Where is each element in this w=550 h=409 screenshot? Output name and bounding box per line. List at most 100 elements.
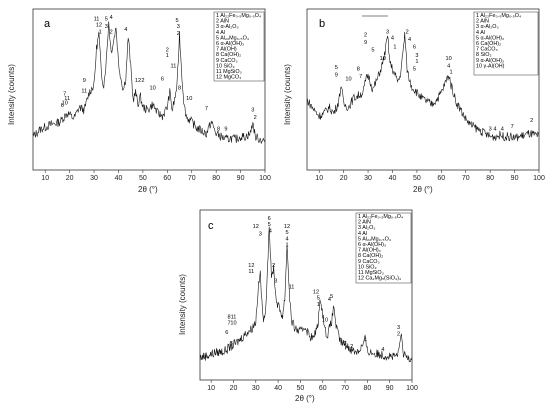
x-tick-label: 90 [511, 175, 519, 182]
legend-box [213, 11, 265, 82]
peak-annotation: 9 [335, 72, 338, 78]
peak-annotation: 12 [135, 78, 141, 84]
panel-label: a [44, 18, 51, 30]
peak-annotation: 6 [225, 330, 228, 336]
peak-annotation: 10 [380, 56, 386, 62]
peak-annotation: 3 [343, 341, 346, 347]
peak-annotation: 3 [274, 278, 277, 284]
legend-entry: 5 Al₂₂Mg₀.₅O₄ [358, 236, 391, 242]
peak-annotation: 9 [364, 40, 367, 46]
peak-annotation: 2 [254, 115, 257, 121]
x-tick-label: 70 [341, 385, 349, 392]
peak-annotation: 12 [284, 224, 290, 230]
x-tick-label: 90 [237, 175, 245, 182]
x-tick-label: 10 [315, 175, 323, 182]
peak-annotation: 1 [99, 30, 102, 36]
peak-annotation: 4 [285, 236, 288, 242]
peak-annotation: 2 [177, 31, 180, 37]
y-axis-label: Intensity (counts) [7, 64, 16, 125]
x-tick-label: 50 [297, 385, 305, 392]
x-tick-label: 10 [41, 175, 49, 182]
peak-annotation: 3 [397, 325, 400, 331]
x-tick-label: 40 [274, 385, 282, 392]
y-axis-label: Intensity (counts) [283, 64, 292, 125]
peak-annotation: 4 [408, 37, 411, 43]
peak-annotation: 9 [83, 78, 86, 84]
peak-annotation: 1 [415, 59, 418, 65]
peak-annotation: 8 [357, 66, 360, 72]
legend-entry: 9 α-Al(OH)₃ [476, 58, 504, 64]
peak-annotation: 11 [248, 269, 254, 275]
x-tick-label: 50 [139, 175, 147, 182]
peak-annotation: 7 [359, 74, 362, 80]
legend-entry: 1 Al₂₂Fe₀.₅Mg₀.₅O₄ [476, 13, 521, 19]
peak-annotation: 7 [511, 124, 514, 130]
legend-box [355, 212, 412, 284]
panel-label: b [319, 18, 325, 30]
peak-annotation: 3 [489, 127, 492, 133]
peak-annotation: 4 [269, 228, 272, 234]
peak-annotation: 5 [105, 16, 108, 22]
x-tick-label: 100 [533, 175, 545, 182]
peak-annotation: 4 [381, 347, 384, 353]
peak-annotation: 9 [224, 127, 227, 133]
peak-annotation: 11 [289, 285, 295, 291]
x-axis-label: 2θ (°) [138, 185, 158, 194]
x-tick-label: 20 [66, 175, 74, 182]
legend-entry: 8 SiO₂ [476, 52, 492, 58]
x-tick-label: 50 [413, 175, 421, 182]
x-tick-label: 40 [389, 175, 397, 182]
legend-entry: 9 CaCO₃ [358, 259, 380, 265]
peak-annotation: 8 [217, 127, 220, 133]
peak-annotation: 3 [251, 108, 254, 114]
legend-entry: 4 Al [216, 30, 225, 36]
peak-annotation: 4 [364, 338, 367, 344]
peak-annotation: 3 [105, 24, 108, 30]
x-tick-label: 80 [486, 175, 494, 182]
peak-annotation: 4 [493, 127, 496, 133]
peak-annotation: 1 [166, 53, 169, 59]
peak-annotation: 11 [81, 89, 87, 95]
legend-box [473, 11, 539, 76]
legend-entry: 7 Al(OH) [216, 47, 237, 53]
peak-annotation: 12 [248, 263, 254, 269]
peak-annotation: 5 [268, 222, 271, 228]
peak-annotation: 6 [161, 77, 164, 83]
peak-annotation: 6 [413, 44, 416, 50]
peak-annotation: 3 [386, 30, 389, 36]
legend-entry: 8 Ca(OH)₂ [216, 52, 241, 58]
y-axis-label: Intensity (counts) [178, 274, 187, 335]
x-tick-label: 60 [163, 175, 171, 182]
peak-annotation: 2 [110, 30, 113, 36]
peak-annotation: 3 [177, 24, 180, 30]
legend-entry: 5 α-Al(OH)₃ [476, 35, 504, 41]
legend-entry: 9 CaCO₃ [216, 58, 238, 64]
legend-entry: 2 AlN [216, 19, 229, 25]
peak-annotation: 10 [322, 317, 328, 323]
panel-label: c [208, 220, 214, 232]
peak-annotation: 1 [450, 69, 453, 75]
peak-annotation: 7 [227, 321, 230, 327]
legend-entry: 3 α-Al₂O₃ [216, 24, 239, 30]
legend-entry: 6 α-Al(OH)₃ [216, 41, 244, 47]
peak-annotation: 3 [415, 53, 418, 59]
peak-annotation: 2 [272, 263, 275, 269]
x-tick-label: 70 [462, 175, 470, 182]
x-tick-label: 30 [90, 175, 98, 182]
peak-annotation: 11 [94, 16, 100, 22]
peak-annotation: 4 [391, 36, 394, 42]
legend-entry: 2 AlN [358, 220, 371, 226]
peak-annotation: 10 [345, 77, 351, 83]
peak-annotation: 4 [124, 27, 127, 33]
legend-entry: 3 α-Al₂O₃ [476, 24, 499, 30]
peak-annotation: 10 [230, 321, 236, 327]
peak-annotation: 5 [230, 341, 233, 347]
peak-annotation: 11 [64, 96, 70, 102]
peak-annotation: 12 [96, 22, 102, 28]
legend-entry: 7 Al(OH)₃ [358, 248, 381, 254]
legend-entry: 12 Ca₂Mg₅(SiO₄)₄ [358, 276, 401, 282]
legend-entry: 1 Al₂₂Fe₀.₅Mg₀.₅O₄ [358, 214, 403, 220]
peak-annotation: 6 [61, 103, 64, 109]
